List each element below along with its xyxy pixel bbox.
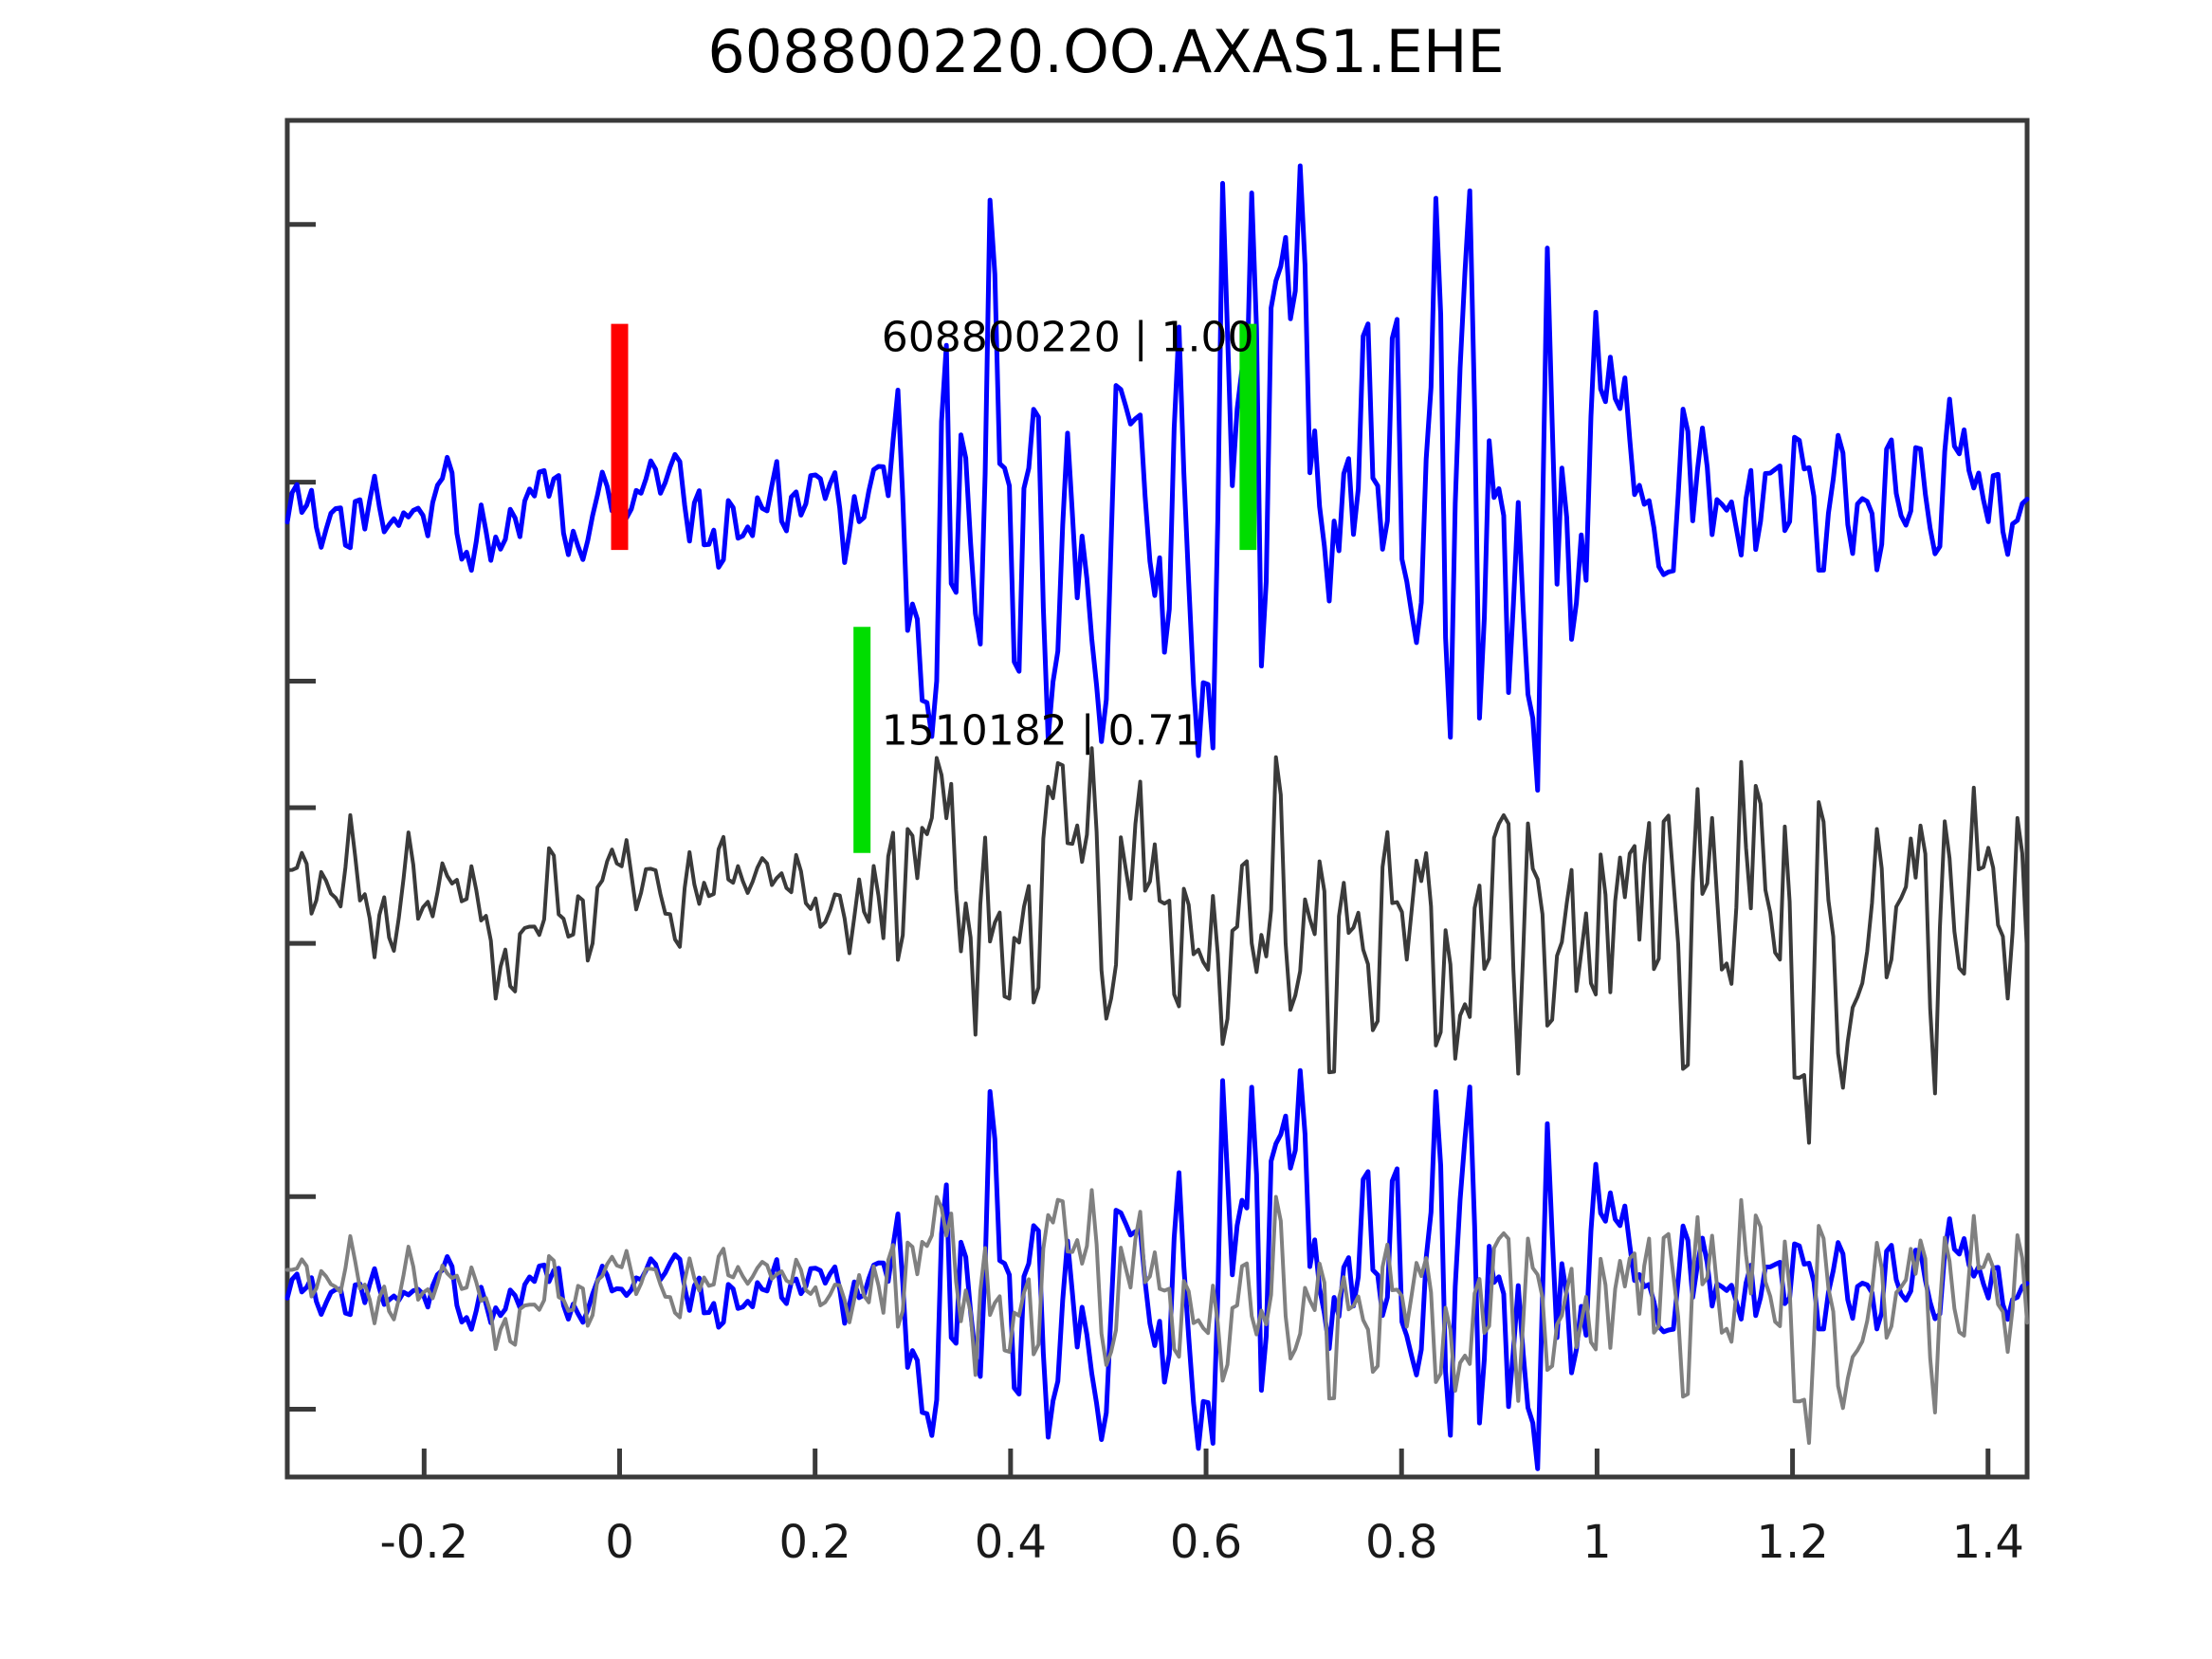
trace-overlay-gray bbox=[285, 1188, 2029, 1446]
trace-overlay-blue bbox=[284, 1067, 2030, 1471]
trace-608800220 bbox=[284, 163, 2030, 793]
x-tick-label: 1.2 bbox=[1756, 1516, 1828, 1569]
marker-bars bbox=[611, 323, 1257, 853]
trace-label-template: 608800220 | 1.00 bbox=[882, 313, 1254, 361]
trace-label-detection: 1510182 | 0.71 bbox=[882, 706, 1201, 755]
x-tick-label: 0 bbox=[605, 1516, 634, 1569]
trace-1510182 bbox=[285, 746, 2029, 1145]
x-tick-label: 1.4 bbox=[1952, 1516, 2024, 1569]
x-tick-label: 0.8 bbox=[1365, 1516, 1437, 1569]
x-tick-label: 0.4 bbox=[975, 1516, 1047, 1569]
x-axis-ticks bbox=[421, 1449, 1991, 1477]
page-title: 608800220.OO.AXAS1.EHE bbox=[707, 17, 1505, 86]
x-tick-label: 0.2 bbox=[779, 1516, 851, 1569]
trace-lines bbox=[284, 163, 2030, 1471]
x-tick-label: 1 bbox=[1582, 1516, 1612, 1569]
x-axis-tick-labels: -0.2 0 0.2 0.4 0.6 0.8 1 1.2 1.4 bbox=[379, 1516, 2023, 1569]
y-axis-ticks bbox=[287, 222, 316, 1412]
x-tick-label: -0.2 bbox=[379, 1516, 468, 1569]
axes-frame bbox=[284, 118, 2030, 1480]
x-tick-label: 0.6 bbox=[1170, 1516, 1242, 1569]
